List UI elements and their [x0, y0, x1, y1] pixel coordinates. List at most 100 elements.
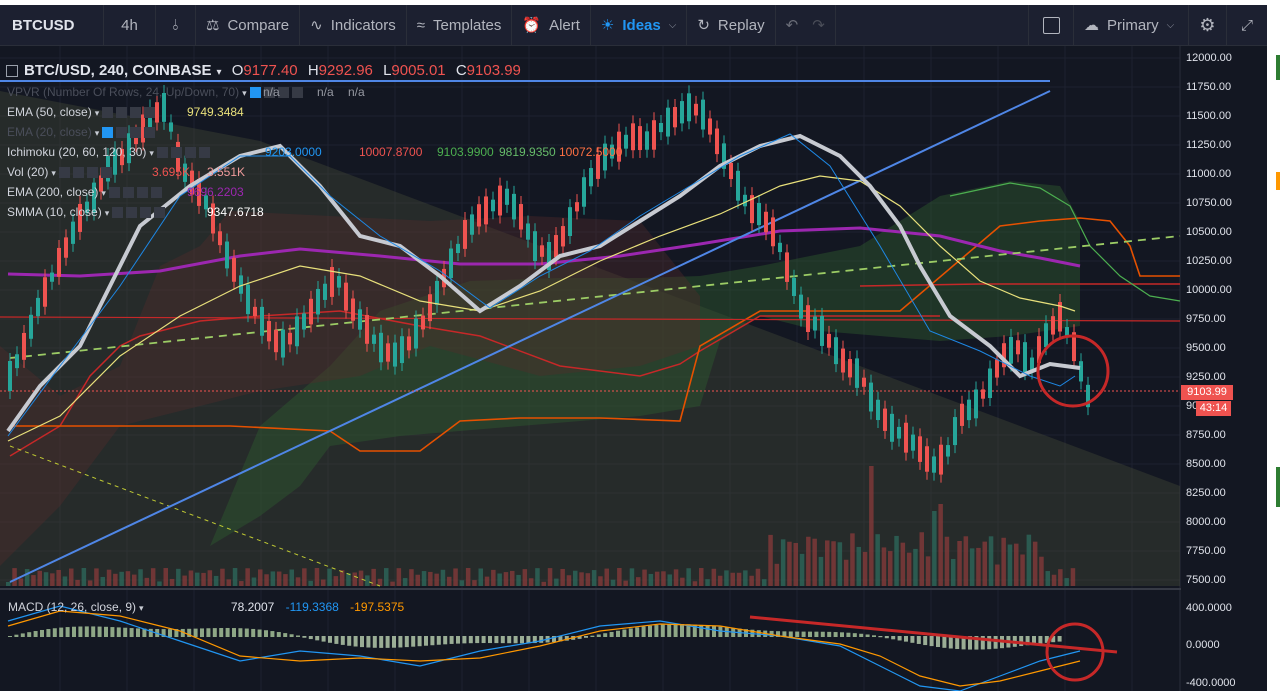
candle-body: [274, 329, 278, 353]
settings-button[interactable]: ⚙: [1189, 5, 1227, 45]
candle-body: [372, 334, 376, 344]
indicator-legend-row[interactable]: Vol (20) ▾ 3.695K 3.551K: [7, 165, 245, 179]
candle-body: [267, 321, 271, 342]
macd-histogram-bar: [948, 636, 953, 649]
volume-bar: [302, 568, 307, 586]
candle-body: [379, 332, 383, 363]
chevron-down-icon[interactable]: ▾: [242, 88, 247, 98]
macd-signal-value: -197.5375: [350, 600, 405, 614]
close-icon[interactable]: [291, 87, 303, 99]
source-icon[interactable]: [136, 187, 148, 199]
chevron-down-icon[interactable]: ▾: [94, 128, 100, 138]
chevron-down-icon[interactable]: ▾: [139, 603, 144, 613]
indicator-legend-row[interactable]: Ichimoku (20, 60, 120, 30) ▾ 9203.0000 1000…: [7, 145, 622, 159]
chevron-down-icon[interactable]: ▾: [51, 168, 56, 178]
close-icon[interactable]: [144, 107, 156, 119]
interval-button[interactable]: 4h: [104, 5, 156, 45]
chevron-down-icon[interactable]: ▾: [149, 148, 154, 158]
source-icon[interactable]: [140, 207, 152, 219]
volume-bar: [18, 578, 24, 586]
macd-histogram-bar: [289, 634, 294, 637]
templates-button[interactable]: ≈ Templates: [407, 5, 513, 45]
replay-button[interactable]: ↻ Replay: [687, 5, 776, 45]
close-icon[interactable]: [150, 187, 162, 199]
alert-button[interactable]: ⏰ Alert: [512, 5, 591, 45]
volume-bar: [182, 575, 187, 586]
indicator-legend-row[interactable]: SMMA (10, close) ▾ 9347.6718: [7, 205, 264, 219]
source-icon[interactable]: [277, 87, 289, 99]
indicators-button[interactable]: ∿ Indicators: [300, 5, 407, 45]
volume-bar: [629, 568, 635, 586]
eye-icon[interactable]: [102, 107, 114, 119]
volume-bar: [119, 571, 124, 586]
close-icon[interactable]: [154, 207, 166, 219]
chevron-down-icon[interactable]: ▾: [94, 108, 100, 118]
undo-icon[interactable]: ↶: [785, 17, 799, 34]
candle-body: [827, 333, 831, 348]
close-icon[interactable]: [198, 147, 210, 159]
eye-icon[interactable]: [108, 187, 120, 199]
chevron-down-icon[interactable]: ▾: [216, 67, 222, 78]
candle-body: [85, 201, 89, 214]
candle-body: [1051, 316, 1055, 335]
indicator-legend-row[interactable]: VPVR (Number Of Rows, 24, Up/Down, 70) ▾ n…: [7, 85, 365, 99]
chart-style-button[interactable]: ⫰: [156, 5, 196, 45]
eye-icon[interactable]: [112, 207, 124, 219]
macd-histogram-bar: [795, 631, 800, 637]
chart-canvas[interactable]: [0, 46, 1267, 691]
indicator-legend-row[interactable]: EMA (200, close) ▾ 9696.2203: [7, 185, 244, 199]
symbol-search[interactable]: BTCUSD: [0, 5, 104, 45]
candle-body: [239, 275, 243, 294]
collapse-legend-icon[interactable]: [6, 65, 18, 78]
macd-histogram-bar: [667, 624, 672, 637]
layout-button[interactable]: ☁ Primary ⌵: [1074, 5, 1189, 45]
volume-bar: [579, 572, 584, 586]
red-cloud: [0, 211, 700, 566]
volume-bar: [988, 536, 994, 586]
settings-icon[interactable]: [116, 107, 128, 119]
indicator-legend-row[interactable]: EMA (20, close) ▾: [7, 125, 156, 139]
candle-body: [78, 203, 82, 232]
volume-bar: [459, 580, 465, 586]
candle-body: [582, 177, 586, 207]
source-icon[interactable]: [130, 127, 142, 139]
macd-histogram-bar: [347, 636, 352, 646]
close-icon[interactable]: [144, 127, 156, 139]
candle-body: [57, 247, 61, 277]
fullscreen-button[interactable]: ⤢: [1227, 5, 1267, 45]
source-icon[interactable]: [184, 147, 196, 159]
eye-icon[interactable]: [249, 87, 261, 99]
fullscreen-box-button[interactable]: [1028, 5, 1074, 45]
compare-button[interactable]: ⚖ Compare: [196, 5, 301, 45]
macd-axis-tick: 400.0000: [1186, 602, 1232, 614]
candle-body: [575, 202, 579, 212]
source-icon[interactable]: [130, 107, 142, 119]
candle-body: [1044, 323, 1048, 348]
close-icon[interactable]: [100, 167, 112, 179]
volume-bar: [213, 575, 219, 586]
signal-line: [7, 610, 1081, 687]
candle-body: [141, 114, 145, 143]
eye-icon[interactable]: [156, 147, 168, 159]
macd-histogram-bar: [372, 636, 377, 648]
chart-pane[interactable]: BTC/USD, 240, COINBASE ▾ O9177.40 H9292.9…: [0, 46, 1267, 691]
volume-bar: [352, 572, 357, 586]
settings-icon[interactable]: [126, 207, 138, 219]
settings-icon[interactable]: [122, 187, 134, 199]
redo-icon[interactable]: ↷: [812, 17, 825, 34]
settings-icon[interactable]: [116, 127, 128, 139]
eye-icon[interactable]: [102, 127, 114, 139]
chevron-down-icon[interactable]: ▾: [101, 188, 106, 198]
macd-histogram-bar: [776, 631, 780, 637]
settings-icon[interactable]: [263, 87, 275, 99]
settings-icon[interactable]: [72, 167, 84, 179]
chevron-down-icon[interactable]: ▾: [104, 208, 110, 218]
candle-body: [736, 170, 740, 201]
indicator-legend-row[interactable]: EMA (50, close) ▾ 9749.3484: [7, 105, 244, 119]
volume-bar: [724, 570, 729, 586]
eye-icon[interactable]: [58, 167, 70, 179]
candle-body: [820, 315, 824, 346]
ideas-button[interactable]: ☀ Ideas ⌵: [591, 5, 688, 45]
source-icon[interactable]: [86, 167, 98, 179]
settings-icon[interactable]: [170, 147, 182, 159]
